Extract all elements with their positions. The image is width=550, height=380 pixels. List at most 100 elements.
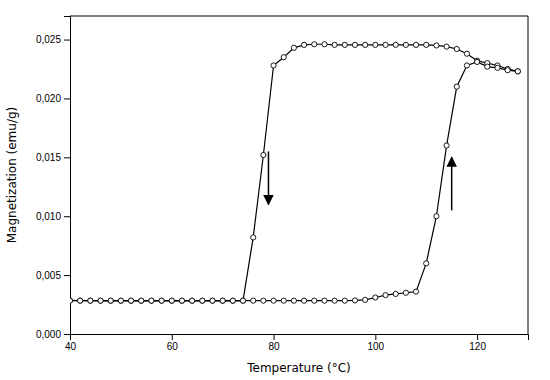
- arrow: [268, 151, 270, 204]
- x-tick: 100: [367, 334, 384, 352]
- series-point: [413, 289, 418, 294]
- x-tick-mark: [172, 334, 173, 340]
- series-point: [424, 42, 429, 47]
- series-line: [70, 44, 518, 301]
- series-point: [424, 261, 429, 266]
- series-point: [495, 65, 500, 70]
- series-point: [434, 214, 439, 219]
- series-point: [505, 68, 510, 73]
- y-axis: 0,000 0,005 0,010 0,015 0,020 0,025: [36, 17, 71, 340]
- y-axis-line: [64, 17, 71, 335]
- series-point: [190, 298, 195, 303]
- series-point: [179, 298, 184, 303]
- x-axis-line: [71, 335, 529, 341]
- y-tick: 0,005: [36, 270, 70, 281]
- series-point: [139, 298, 144, 303]
- series-point: [332, 298, 337, 303]
- series-point: [271, 298, 276, 303]
- x-axis: 406080100120: [65, 334, 529, 352]
- series-point: [251, 235, 256, 240]
- series-point: [322, 298, 327, 303]
- y-tick-label: 0,020: [36, 93, 61, 104]
- series-point: [342, 298, 347, 303]
- y-tick-mark: [64, 216, 70, 217]
- series-point: [393, 291, 398, 296]
- series-point: [281, 298, 286, 303]
- series-point: [475, 59, 480, 64]
- series-point: [108, 298, 113, 303]
- series-point: [515, 69, 520, 74]
- series-point: [139, 298, 144, 303]
- series-point: [88, 298, 93, 303]
- series-point: [393, 42, 398, 47]
- series-point: [78, 298, 83, 303]
- series-point: [485, 64, 490, 69]
- y-tick-mark: [64, 157, 70, 158]
- series-point: [281, 55, 286, 60]
- series-point: [383, 293, 388, 298]
- y-tick-mark: [64, 275, 70, 276]
- series-point: [464, 63, 469, 68]
- series-point: [149, 298, 154, 303]
- series-point: [373, 42, 378, 47]
- series-point: [128, 298, 133, 303]
- series-point: [240, 298, 245, 303]
- x-tick-mark: [274, 334, 275, 340]
- x-tick-label: 120: [469, 341, 486, 352]
- series-point: [291, 298, 296, 303]
- series-point: [271, 63, 276, 68]
- series-point: [210, 298, 215, 303]
- series-point: [261, 152, 266, 157]
- series-point: [251, 298, 256, 303]
- series-point: [515, 69, 520, 74]
- x-axis-title: Temperature (°C): [246, 361, 351, 375]
- series-point: [342, 42, 347, 47]
- series-point: [78, 298, 83, 303]
- series-point: [108, 298, 113, 303]
- series-point: [444, 44, 449, 49]
- series-point: [322, 42, 327, 47]
- series-point: [200, 298, 205, 303]
- series-point: [383, 42, 388, 47]
- x-tick-label: 60: [167, 341, 179, 352]
- y-tick-mark: [64, 334, 70, 335]
- series-point: [98, 298, 103, 303]
- x-tick: 120: [469, 334, 486, 352]
- series-point: [70, 298, 73, 303]
- series-point: [352, 42, 357, 47]
- series-point: [363, 42, 368, 47]
- series-point: [413, 42, 418, 47]
- y-tick-mark: [64, 98, 70, 99]
- series-point: [190, 298, 195, 303]
- y-tick-label: 0,025: [36, 34, 61, 45]
- series-point: [301, 42, 306, 47]
- series-point: [312, 298, 317, 303]
- series-point: [403, 42, 408, 47]
- series-point: [464, 51, 469, 56]
- series-point: [363, 297, 368, 302]
- series-point: [159, 298, 164, 303]
- series-point: [220, 298, 225, 303]
- series-point: [159, 298, 164, 303]
- y-tick: 0,010: [36, 211, 70, 222]
- y-tick: 0,015: [36, 152, 70, 163]
- series-point: [169, 298, 174, 303]
- x-tick-mark: [375, 334, 376, 340]
- series-point: [118, 298, 123, 303]
- x-tick: 40: [65, 334, 77, 352]
- series-line: [70, 62, 518, 301]
- series-point: [454, 46, 459, 51]
- y-tick: 0,025: [36, 34, 70, 45]
- y-tick-label: 0,005: [36, 270, 61, 281]
- y-tick-label: 0,000: [36, 329, 61, 340]
- series-point: [70, 298, 73, 303]
- frame-top: [70, 16, 528, 17]
- series-point: [403, 290, 408, 295]
- series-point: [98, 298, 103, 303]
- y-tick-label: 0,010: [36, 211, 61, 222]
- series-point: [200, 298, 205, 303]
- series-point: [128, 298, 133, 303]
- series-point: [179, 298, 184, 303]
- series-point: [261, 298, 266, 303]
- x-tick-label: 40: [65, 341, 77, 352]
